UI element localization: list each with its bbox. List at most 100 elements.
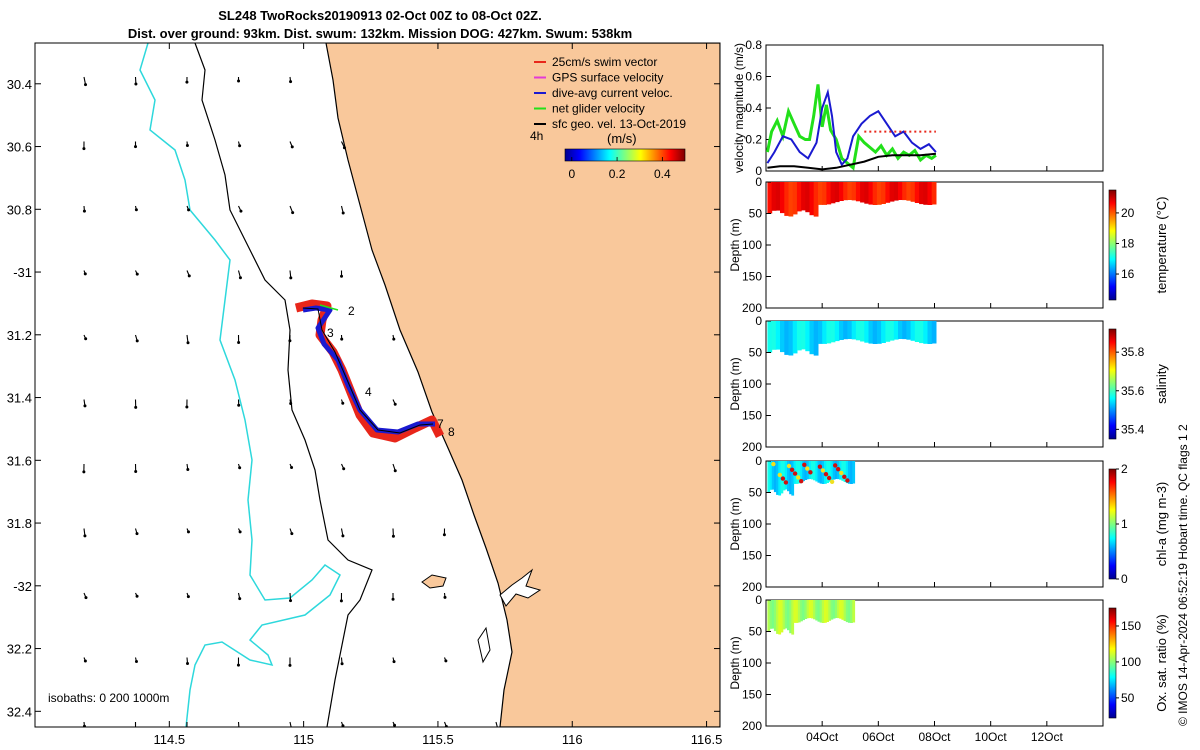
series-net-glider-velocity	[765, 84, 937, 171]
arrow-head	[185, 80, 189, 84]
depth-colorbar	[1108, 189, 1117, 301]
heatmap-cell	[893, 321, 899, 340]
heatmap-cell	[841, 461, 845, 481]
heatmap-cell	[802, 600, 805, 621]
heatmap-cell	[776, 600, 779, 634]
heatmap-cell	[860, 321, 865, 342]
depth-ytick-label: 0	[755, 175, 762, 189]
heatmap-cell	[830, 321, 836, 343]
map-ytick-label: -32	[13, 579, 32, 594]
arrow-head	[289, 80, 293, 84]
depth-ytick-label: 200	[742, 301, 762, 315]
heatmap-cell	[771, 321, 777, 350]
chl-hotspot	[829, 479, 835, 484]
chl-hotspot	[805, 466, 810, 471]
depth-ytick-label: 50	[749, 486, 763, 500]
arrow-head	[238, 728, 241, 731]
heatmap-cell	[815, 600, 819, 621]
heatmap-cell	[797, 600, 801, 623]
arrow-head	[238, 597, 242, 601]
colorbar-tick-label: 0	[1121, 572, 1128, 586]
heatmap-cell	[789, 461, 792, 495]
arrow-head	[185, 728, 188, 731]
arrow-head	[341, 401, 345, 405]
heatmap-cell	[931, 182, 937, 205]
heatmap-cell	[773, 600, 777, 632]
heatmap-cell	[773, 461, 777, 493]
heatmap-cell	[868, 321, 874, 344]
estuary	[499, 568, 542, 607]
time-tick-label: 06Oct	[862, 730, 895, 744]
heatmap-cell	[780, 321, 785, 353]
arrow-head	[392, 337, 396, 341]
arrow-head	[393, 469, 397, 473]
legend-label: sfc geo. vel. 13-Oct-2019	[552, 117, 686, 131]
arrow-head	[391, 597, 395, 601]
heatmap-cell	[791, 600, 795, 635]
chl-hotspot	[842, 474, 847, 479]
heatmap-cell	[796, 182, 802, 212]
heatmap-cell	[902, 182, 907, 201]
chl-hotspot	[799, 479, 804, 484]
chl-hotspot	[823, 472, 829, 477]
arrow-head	[135, 594, 139, 598]
depth-ytick-label: 150	[742, 688, 762, 702]
time-tick-label: 10Oct	[975, 730, 1008, 744]
arrow-head	[135, 532, 139, 536]
series-dive-avg-current-veloc-	[766, 88, 937, 167]
arrow-head	[340, 662, 344, 666]
colorbar-ticks: 0 0.2 0.4	[568, 157, 671, 181]
day-label: 7	[437, 417, 444, 431]
heatmap-cell	[797, 461, 801, 484]
heatmap-cell	[914, 321, 920, 342]
heatmap-cell	[800, 600, 803, 622]
heatmap-cell	[885, 321, 891, 342]
arrow-head	[342, 146, 346, 150]
arrow-head	[84, 83, 88, 87]
heatmap-cell	[801, 182, 806, 211]
track-current	[302, 305, 435, 435]
map-xtick-label: 116	[562, 732, 583, 747]
heatmap-cell	[787, 461, 790, 492]
arrow-head	[236, 663, 240, 667]
surface-velocity-arrows	[82, 76, 498, 731]
arrow-head	[82, 209, 86, 213]
arrow-head	[290, 532, 294, 536]
heatmap-cell	[847, 321, 853, 339]
heatmap-cell	[767, 600, 771, 632]
heatmap-cell	[826, 182, 832, 205]
heatmap-cell	[881, 182, 886, 204]
heatmap-cell	[860, 182, 865, 203]
arrow-head	[238, 276, 242, 280]
heatmap-cell	[775, 182, 781, 211]
arrow-head	[83, 659, 87, 663]
heatmap-cell	[837, 600, 840, 619]
arrow-head	[288, 663, 292, 667]
arrow-head	[134, 405, 138, 409]
arrow-head	[237, 403, 241, 407]
depth-ylabel: Depth (m)	[728, 357, 742, 410]
heatmap-cell	[834, 182, 840, 203]
heatmap-cell	[919, 182, 924, 205]
depth-ytick-label: 100	[742, 656, 762, 670]
arrow-head	[340, 274, 344, 278]
depth-ylabel: Depth (m)	[728, 497, 742, 550]
track-line	[302, 307, 434, 434]
day-label: 3	[327, 326, 334, 340]
arrow-head	[186, 468, 190, 472]
map-ytick-label: 32.2	[7, 642, 32, 657]
heatmap-cell	[931, 321, 937, 344]
velocity-ylabel: velocity magnitude (m/s)	[732, 43, 746, 173]
depth-colorbar	[1108, 328, 1117, 440]
heatmap-cell	[850, 600, 853, 623]
arrow-head	[289, 276, 293, 280]
legend: 25cm/s swim vector GPS surface velocitydi…	[534, 55, 686, 131]
map-xtick-label: 115.5	[422, 732, 454, 747]
arrow-head	[134, 470, 138, 474]
heatmap-cell	[806, 600, 810, 619]
depth-ytick-label: 200	[742, 440, 762, 454]
legend-label: GPS surface velocity	[552, 71, 663, 85]
chl-hotspot	[826, 475, 832, 481]
heatmap-cell	[919, 321, 924, 344]
colorbar-tick-label: 2	[1121, 462, 1128, 476]
